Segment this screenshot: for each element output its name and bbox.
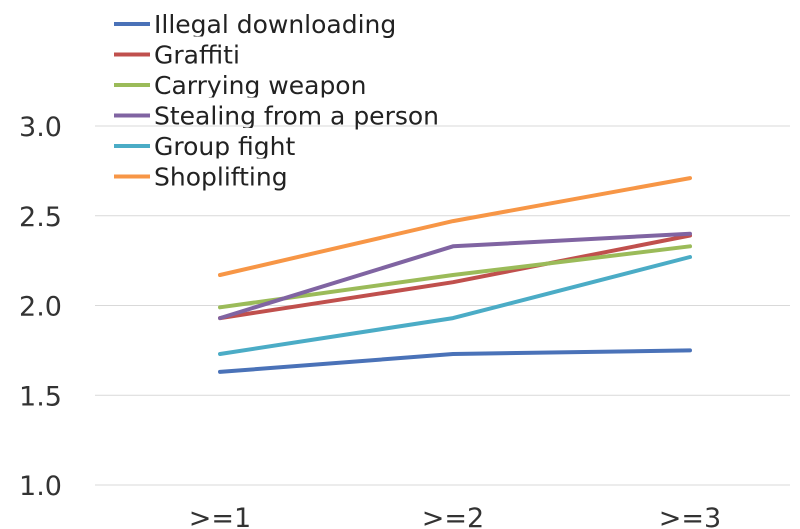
legend-label: Shoplifting bbox=[154, 163, 288, 192]
y-tick-label: 1.5 bbox=[19, 381, 62, 412]
x-tick-label: >=1 bbox=[189, 503, 251, 529]
y-tick-label: 1.0 bbox=[19, 471, 62, 502]
legend-label: Graffiti bbox=[154, 41, 240, 70]
legend-text-background bbox=[152, 128, 312, 155]
y-tick-label: 2.0 bbox=[19, 292, 62, 323]
series-lines bbox=[218, 176, 692, 374]
legend-label: Group fight bbox=[154, 132, 296, 161]
series-line-shoplifting bbox=[218, 176, 692, 277]
series-line-illegal-downloading bbox=[218, 348, 692, 374]
series-line-group-fight bbox=[218, 255, 692, 356]
series-line-carrying-weapon bbox=[218, 244, 692, 310]
y-axis-ticks: 1.0 1.5 2.0 2.5 3.0 bbox=[19, 112, 62, 502]
y-tick-label: 2.5 bbox=[19, 202, 62, 233]
legend-label: Illegal downloading bbox=[154, 10, 396, 39]
y-tick-label: 3.0 bbox=[19, 112, 62, 143]
legend-text-background bbox=[152, 158, 312, 186]
gridlines bbox=[95, 125, 790, 486]
x-axis-ticks: >=1 >=2 >=3 bbox=[189, 503, 721, 529]
legend-label: Stealing from a person bbox=[154, 102, 439, 131]
legend-text-background bbox=[152, 36, 268, 64]
legend-text-background bbox=[152, 97, 471, 125]
x-tick-label: >=3 bbox=[659, 503, 721, 529]
series-line-graffiti bbox=[218, 233, 692, 321]
legend-label: Carrying weapon bbox=[154, 71, 366, 100]
x-tick-label: >=2 bbox=[422, 503, 484, 529]
legend-text-background bbox=[152, 67, 370, 94]
series-line-stealing-from-a-person bbox=[218, 231, 692, 321]
legend-text-background bbox=[152, 6, 428, 33]
